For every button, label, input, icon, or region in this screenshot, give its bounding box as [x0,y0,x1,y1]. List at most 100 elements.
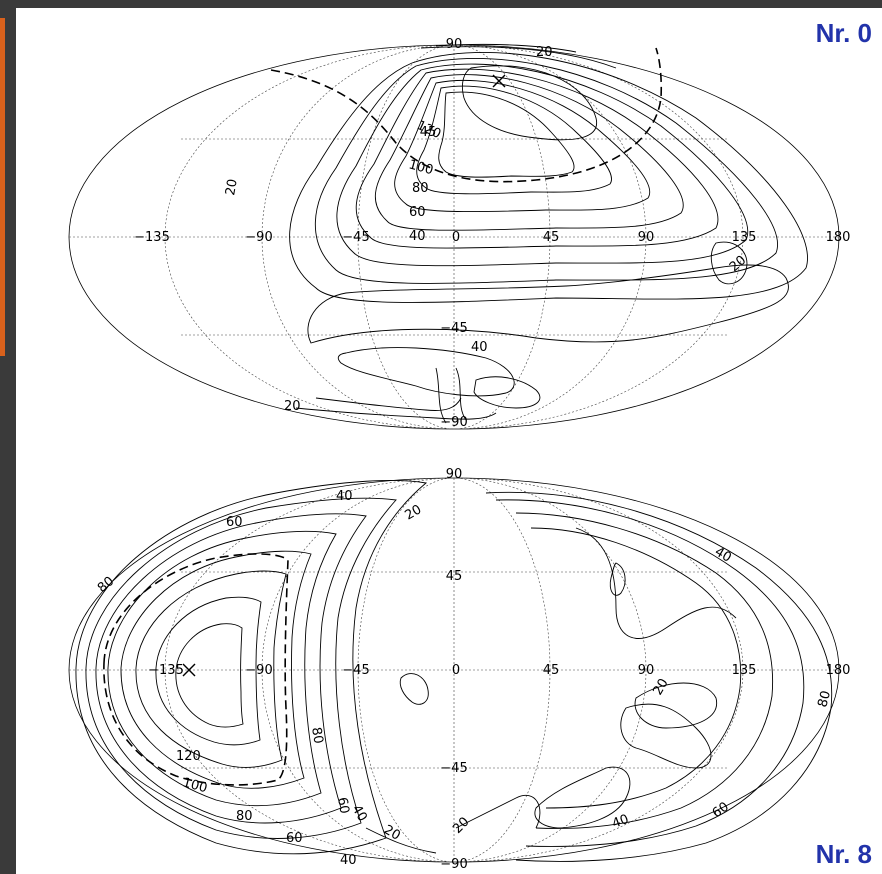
contour-label: 60 [334,796,352,815]
contour-line [575,527,737,639]
lat-tick-label: −90 [440,415,467,430]
contour-line [455,794,541,829]
contours [75,480,833,862]
contour-line [314,58,778,284]
contour-line [155,596,262,746]
contour-label: 20 [223,178,241,197]
lon-tick-labels: −135 −90 −45 0 45 90 135 180 [134,230,850,245]
contour-label: 60 [409,205,426,220]
contour-line [435,367,467,424]
lon-tick-label: 135 [732,663,757,678]
contour-label: 40 [340,853,357,868]
graticule [69,477,839,863]
contour-line [315,397,462,411]
max-marker [492,74,506,88]
contour-label: 80 [236,809,253,824]
lon-tick-label: 0 [452,230,460,245]
dashed-boundary [270,47,663,183]
lon-tick-label: −45 [342,663,369,678]
contour-line [485,491,833,862]
lon-tick-label: 90 [638,663,655,678]
contour-labels: 40 20 60 80 120 100 80 60 40 80 60 40 20… [95,489,834,868]
contour-label: 100 [407,157,435,178]
lon-tick-label: −135 [134,230,170,245]
contour-line [620,703,712,769]
contour-line [295,407,497,420]
lon-tick-label: 180 [826,230,851,245]
meridian-135 [164,477,744,863]
contour-label: 100 [181,775,209,796]
contour-line [75,480,428,855]
lon-tick-labels: −135 −90 −45 0 45 90 135 180 [148,663,850,678]
contour-line [534,766,631,829]
contour-label: 20 [536,45,553,60]
contour-line [355,68,719,249]
lon-tick-label: 180 [826,663,851,678]
lat-tick-label: −90 [440,857,467,872]
map-top: −135 −90 −45 0 45 90 135 180 90 45 −45 −… [68,37,850,430]
lon-tick-label: −90 [245,230,272,245]
contour-label: 20 [381,822,403,843]
contour-label: 20 [650,676,671,698]
contour-label: 20 [284,399,301,414]
lat-tick-label: 90 [446,467,463,482]
contour-label: 120 [176,749,201,764]
contour-label: 40 [712,544,734,565]
lon-tick-label: −135 [148,663,184,678]
lat-tick-label: 45 [420,125,437,140]
contour-line [515,512,774,829]
contour-line [710,241,748,285]
contour-label: 80 [308,726,326,745]
lat-tick-label: 45 [446,569,463,584]
lat-tick-label: −45 [440,321,467,336]
contour-label: 40 [471,340,488,355]
lon-tick-label: −45 [342,230,369,245]
contour-line [473,376,541,409]
contour-label: 40 [409,229,426,244]
figure-panel: −135 −90 −45 0 45 90 135 180 90 45 −45 −… [16,8,882,874]
contour-line [95,513,367,824]
contour-label: 40 [610,812,631,832]
contour-label: 20 [450,815,472,837]
contour-line [307,264,789,344]
map-label-top: Nr. 0 [815,18,872,48]
contour-line [85,497,397,839]
dashed-boundary [103,553,289,786]
contour-line [495,499,805,847]
lat-tick-labels: 90 45 −45 −90 [420,37,468,430]
contour-line [365,827,437,854]
contour-labels: 20 40 60 80 100 120 20 40 20 20 [223,45,749,414]
lon-tick-label: 45 [543,663,560,678]
contour-line [609,562,626,596]
contour-line [336,63,748,267]
max-marker [182,663,196,677]
contour-line [461,65,598,141]
contour-label: 40 [349,803,370,825]
map-label-bottom: Nr. 8 [815,839,872,869]
lon-tick-label: 90 [638,230,655,245]
contours [289,43,808,424]
contour-label: 40 [336,489,353,504]
lat-tick-label: 90 [446,37,463,52]
lat-tick-label: −45 [440,761,467,776]
contour-line [107,530,337,807]
accent-bar [0,18,5,356]
contour-label: 60 [710,799,732,821]
contour-line [634,682,718,729]
contour-label: 60 [226,515,243,530]
contour-line [289,52,808,303]
contour-line [416,85,612,195]
contour-line [420,46,617,69]
contour-label: 20 [403,502,425,523]
contour-line [435,43,577,53]
contour-line [374,74,684,231]
lon-tick-label: −90 [245,663,272,678]
contour-label: 80 [95,574,117,596]
lon-tick-label: 0 [452,663,460,678]
contour-label: 60 [286,831,303,846]
contour-label: 80 [412,181,429,196]
map-bottom: −135 −90 −45 0 45 90 135 180 90 45 −45 −… [68,467,850,872]
contour-line [438,91,575,178]
lat-tick-labels: 90 45 −45 −90 [440,467,467,872]
lon-tick-label: 135 [732,230,757,245]
